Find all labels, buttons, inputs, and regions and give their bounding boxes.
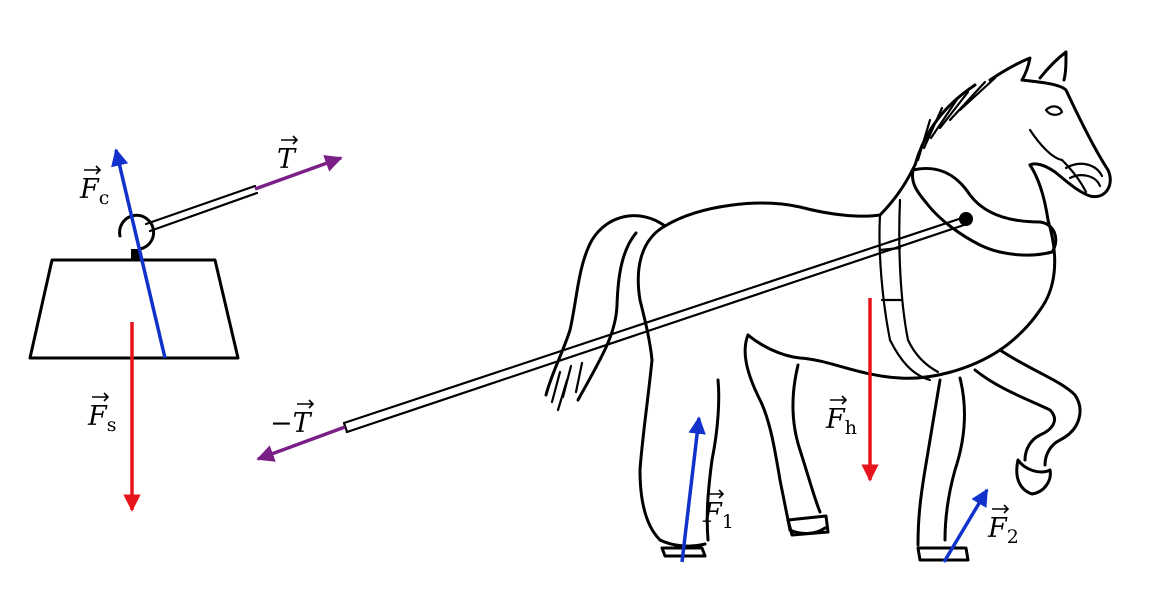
svg-text:Fs: Fs	[87, 401, 117, 436]
label-F-2: F2	[987, 504, 1019, 548]
svg-text:T: T	[277, 144, 297, 175]
tension-arrow-sled	[254, 155, 343, 191]
svg-text:Fh: Fh	[825, 404, 857, 439]
ground-force-arrow-1	[680, 416, 706, 563]
label-F-h: Fh	[825, 395, 857, 439]
tension-arrow-horse	[256, 425, 346, 462]
sled-block	[28, 249, 240, 360]
svg-text:Fc: Fc	[79, 174, 109, 209]
sled-hook	[118, 213, 156, 251]
svg-text:−T: −T	[270, 408, 313, 439]
label-F-s: Fs	[87, 392, 117, 436]
tow-pole	[342, 212, 973, 434]
contact-force-arrow-sled	[111, 148, 167, 359]
svg-text:F1: F1	[702, 498, 734, 533]
label-F-c: Fc	[79, 165, 109, 209]
svg-text:F2: F2	[987, 513, 1019, 548]
horse-drawing	[544, 50, 1112, 562]
ground-force-arrow-2	[942, 488, 989, 563]
label-T: T	[277, 135, 299, 175]
label-F-1: F1	[702, 489, 734, 533]
sled-pull-bar	[144, 184, 259, 233]
label-minus-T: −T	[270, 399, 315, 439]
